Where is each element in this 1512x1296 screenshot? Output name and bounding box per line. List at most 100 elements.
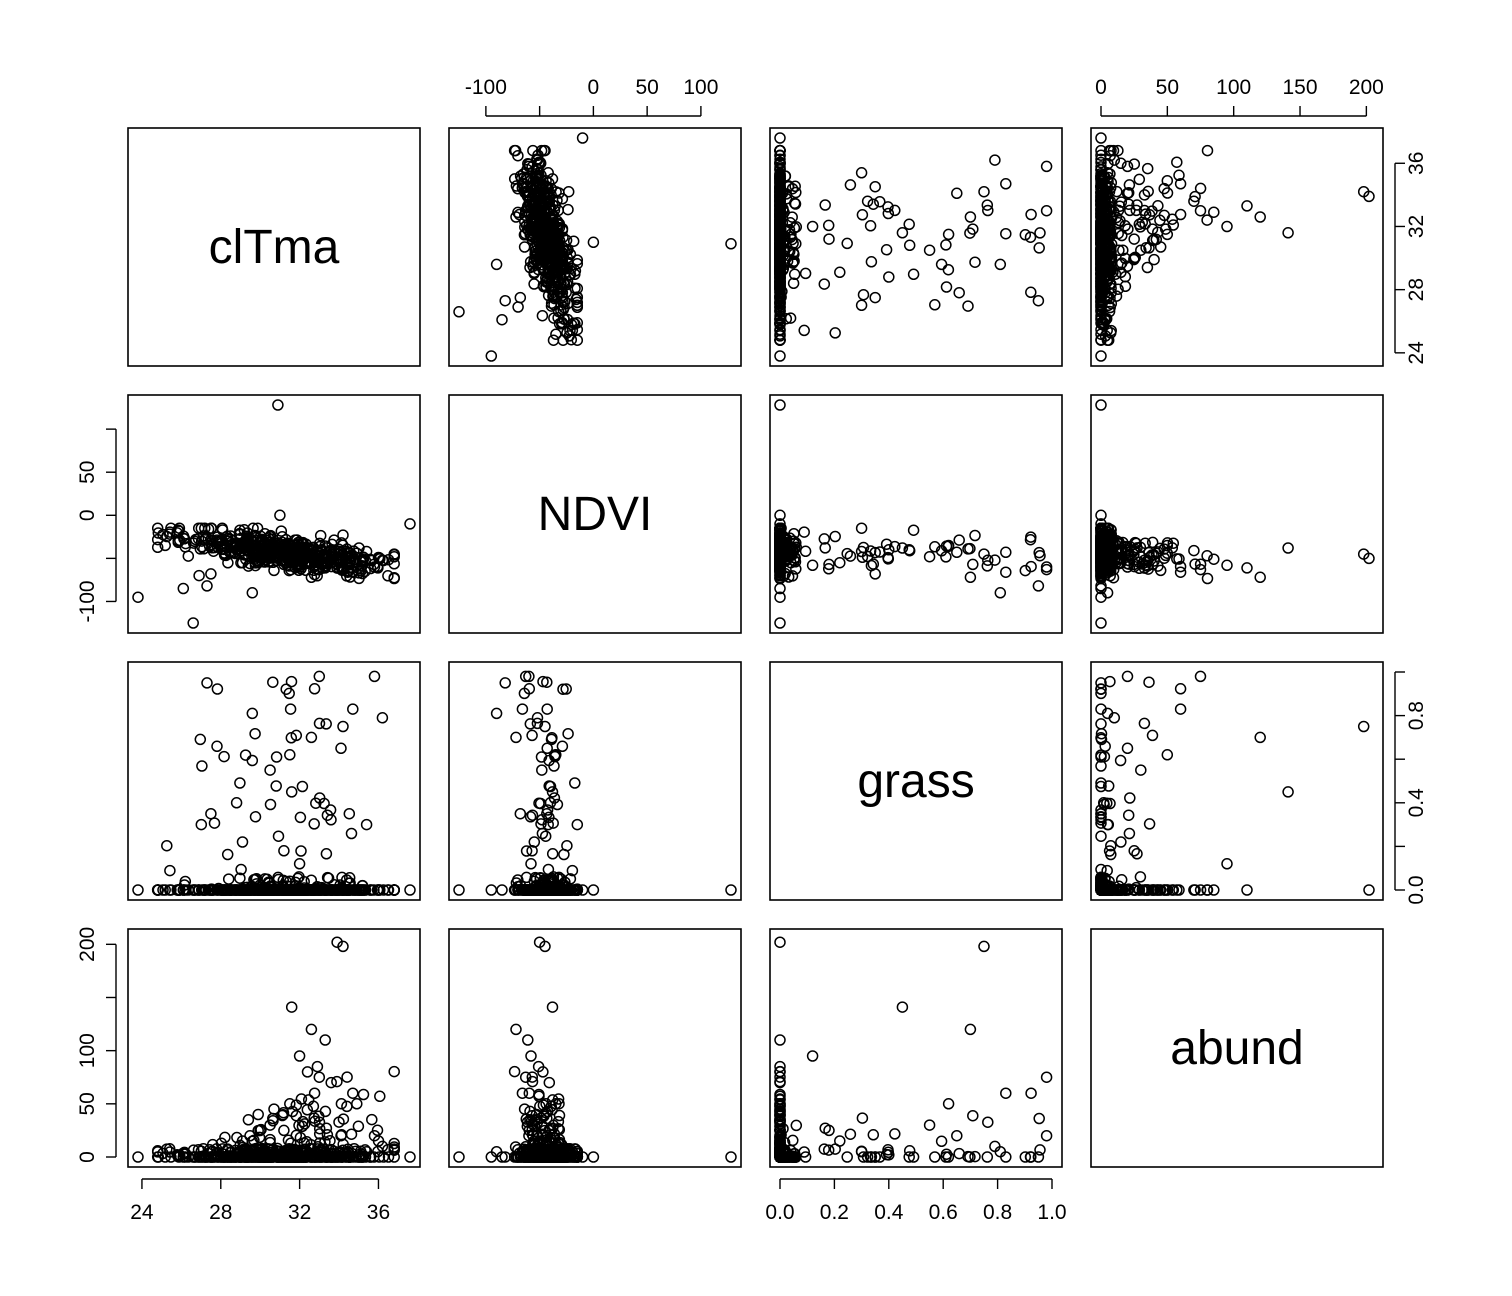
- point-clTma-vs-grass: [841, 237, 853, 250]
- point-clTma-vs-abund: [1148, 253, 1160, 266]
- point-clTma-vs-grass: [1040, 160, 1053, 173]
- point-clTma-vs-grass: [774, 243, 786, 256]
- point-clTma-vs-grass: [774, 149, 786, 161]
- point-NDVI-vs-grass: [834, 556, 846, 569]
- point-clTma-vs-grass: [788, 222, 801, 234]
- point-grass-vs-NDVI: [558, 848, 570, 861]
- point-grass-vs-clTma: [246, 754, 259, 767]
- point-clTma-vs-grass: [774, 132, 786, 144]
- point-grass-vs-NDVI: [514, 807, 527, 820]
- point-clTma-vs-grass: [823, 233, 835, 245]
- point-clTma-vs-NDVI: [530, 167, 543, 180]
- tick-label-abund-top: 200: [1349, 76, 1384, 99]
- point-clTma-vs-grass: [774, 309, 786, 322]
- point-grass-vs-clTma: [313, 717, 326, 730]
- point-clTma-vs-grass: [940, 239, 952, 251]
- point-grass-vs-clTma: [230, 797, 243, 809]
- point-grass-vs-clTma: [320, 848, 333, 860]
- panel-NDVI-NDVI: [448, 394, 742, 634]
- tick-label-clTma-bottom: 28: [209, 1201, 232, 1224]
- point-grass-vs-clTma: [295, 845, 307, 857]
- tick-label-abund-left: 50: [76, 1092, 99, 1115]
- point-clTma-vs-abund: [1138, 204, 1151, 217]
- point-clTma-vs-abund: [1095, 257, 1107, 270]
- point-NDVI-vs-abund: [1201, 572, 1214, 585]
- tick-label-clTma-right: 32: [1405, 215, 1428, 238]
- tick-label-clTma-bottom: 24: [130, 1201, 154, 1224]
- panel-grass-NDVI: [448, 661, 742, 901]
- point-NDVI-vs-abund: [1188, 544, 1200, 557]
- point-clTma-vs-abund: [1166, 213, 1179, 225]
- point-clTma-vs-grass: [903, 218, 915, 231]
- point-clTma-vs-NDVI: [562, 203, 574, 216]
- point-grass-vs-clTma: [249, 811, 262, 823]
- point-NDVI-vs-grass: [1000, 546, 1012, 559]
- point-clTma-vs-grass: [787, 277, 800, 290]
- point-clTma-vs-abund: [1095, 180, 1107, 193]
- point-grass-vs-clTma: [337, 720, 349, 733]
- variable-label-grass: grass: [857, 755, 974, 808]
- point-clTma-vs-grass: [774, 350, 786, 362]
- point-grass-vs-abund: [1114, 754, 1127, 767]
- point-clTma-vs-abund: [1159, 223, 1172, 235]
- point-grass-vs-clTma: [368, 670, 381, 683]
- point-NDVI-vs-clTma: [201, 580, 213, 592]
- point-clTma-vs-NDVI: [524, 222, 536, 235]
- point-clTma-vs-grass: [942, 263, 955, 276]
- point-clTma-vs-grass: [1000, 227, 1012, 240]
- point-clTma-vs-grass: [789, 198, 802, 210]
- panel-grass-grass: [769, 661, 1063, 901]
- point-grass-vs-clTma: [360, 818, 373, 831]
- point-clTma-vs-abund: [1095, 132, 1107, 144]
- tick-label-abund-left: 0: [76, 1151, 99, 1163]
- point-clTma-vs-abund: [1133, 173, 1146, 186]
- point-grass-vs-NDVI: [516, 703, 529, 715]
- point-clTma-vs-abund: [1363, 190, 1375, 203]
- point-grass-vs-clTma: [404, 884, 416, 896]
- point-grass-vs-abund: [1135, 764, 1147, 776]
- data-points: [132, 132, 1375, 1163]
- point-grass-vs-clTma: [284, 749, 296, 761]
- point-clTma-vs-grass: [867, 198, 880, 210]
- point-grass-vs-abund: [1221, 858, 1233, 870]
- point-clTma-vs-NDVI: [562, 243, 574, 256]
- point-grass-vs-abund: [1122, 809, 1135, 821]
- panel-abund-grass: [769, 928, 1063, 1168]
- point-clTma-vs-NDVI: [562, 185, 575, 198]
- tick-label-clTma-right: 24: [1405, 341, 1428, 365]
- point-clTma-vs-abund: [1095, 250, 1107, 262]
- tick-label-NDVI-left: 0: [76, 509, 99, 521]
- point-clTma-vs-abund: [1201, 214, 1213, 226]
- point-clTma-vs-NDVI: [567, 235, 580, 247]
- point-clTma-vs-abund: [1095, 291, 1107, 303]
- point-grass-vs-abund: [1123, 827, 1136, 840]
- point-clTma-vs-NDVI: [512, 206, 524, 219]
- point-grass-vs-clTma: [194, 733, 207, 746]
- point-clTma-vs-grass: [953, 286, 965, 299]
- tick-label-grass-bottom: 0.8: [983, 1201, 1012, 1224]
- point-clTma-vs-abund: [1282, 227, 1294, 239]
- point-grass-vs-clTma: [208, 817, 221, 829]
- point-clTma-vs-NDVI: [520, 219, 533, 232]
- point-NDVI-vs-clTma: [274, 509, 286, 522]
- point-clTma-vs-abund: [1128, 158, 1141, 170]
- point-clTma-vs-NDVI: [527, 216, 539, 229]
- point-clTma-vs-grass: [864, 220, 877, 232]
- point-clTma-vs-NDVI: [541, 250, 554, 262]
- point-grass-vs-clTma: [239, 749, 252, 761]
- point-clTma-vs-abund: [1188, 195, 1200, 207]
- point-grass-vs-abund: [1128, 845, 1140, 857]
- point-NDVI-vs-grass: [841, 547, 853, 560]
- point-clTma-vs-abund: [1100, 312, 1113, 325]
- tick-label-grass-bottom: 0.6: [929, 1201, 958, 1224]
- point-grass-vs-clTma: [164, 864, 176, 877]
- point-clTma-vs-NDVI: [453, 306, 465, 318]
- point-NDVI-vs-grass: [1000, 566, 1012, 578]
- point-grass-vs-abund: [1095, 718, 1107, 730]
- point-clTma-vs-grass: [818, 278, 831, 290]
- tick-label-grass-bottom: 0.2: [820, 1201, 849, 1224]
- point-clTma-vs-abund: [1146, 205, 1158, 217]
- point-clTma-vs-NDVI: [537, 280, 550, 293]
- point-clTma-vs-grass: [834, 266, 846, 279]
